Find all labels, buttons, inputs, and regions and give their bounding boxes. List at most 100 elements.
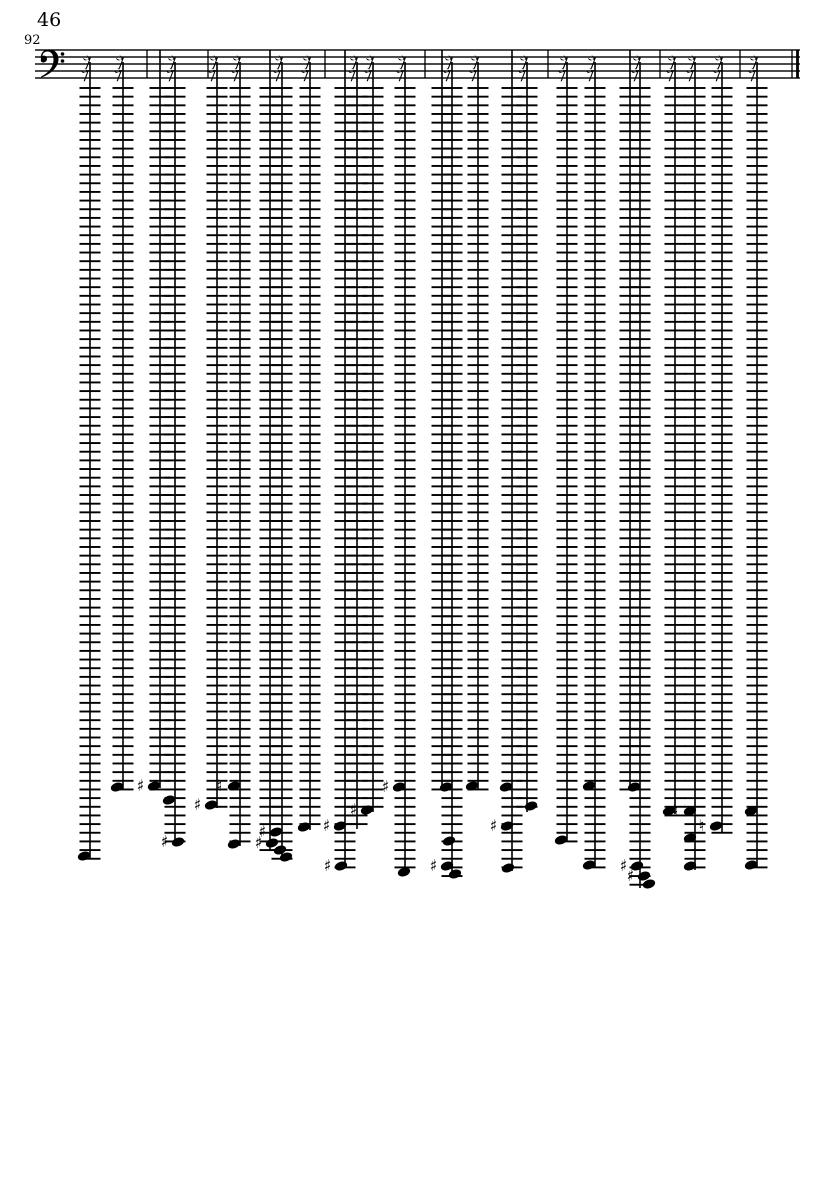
- ledger-line: [394, 623, 416, 626]
- ledger-line: [334, 779, 356, 782]
- ledger-line: [79, 693, 101, 696]
- ledger-line: [334, 615, 356, 618]
- ledger-line: [516, 563, 538, 566]
- ledger-line: [516, 139, 538, 141]
- ledger-line: [112, 416, 134, 419]
- staff-line: [35, 56, 800, 58]
- eighth-rest-icon: [398, 55, 406, 69]
- ledger-line: [684, 762, 706, 765]
- ledger-line: [164, 597, 186, 600]
- ledger-line: [112, 701, 134, 704]
- ledger-line: [299, 762, 321, 765]
- measure-number: 92: [24, 33, 41, 48]
- ledger-line: [441, 381, 463, 384]
- ledger-line: [206, 771, 228, 774]
- ledger-line: [299, 814, 321, 817]
- ledger-line: [112, 113, 134, 115]
- ledger-line: [584, 225, 606, 228]
- ledger-line: [556, 736, 578, 739]
- ledger-line: [271, 788, 293, 791]
- ledger-line: [629, 667, 651, 670]
- ledger-line: [394, 528, 416, 531]
- ledger-line: [441, 528, 463, 531]
- ledger-line: [684, 164, 706, 167]
- ledger-line: [271, 719, 293, 722]
- ledger-line: [164, 615, 186, 618]
- ledger-line: [711, 494, 733, 496]
- ledger-line: [229, 433, 251, 436]
- ledger-line: [164, 554, 186, 557]
- eighth-rest-icon: [83, 55, 91, 69]
- ledger-line: [112, 442, 134, 445]
- ledger-line: [206, 779, 228, 782]
- ledger-line: [149, 494, 171, 496]
- ledger-line: [299, 442, 321, 445]
- ledger-line: [711, 641, 733, 644]
- ledger-line: [229, 216, 251, 219]
- ledger-line: [79, 779, 101, 782]
- ledger-line: [501, 675, 523, 678]
- ledger-line: [711, 572, 733, 574]
- ledger-line: [664, 563, 686, 566]
- ledger-line: [584, 338, 606, 341]
- ledger-line: [584, 684, 606, 687]
- ledger-line: [362, 649, 384, 652]
- ledger-line: [149, 563, 171, 566]
- ledger-line: [467, 468, 489, 470]
- ledger-line: [206, 303, 228, 306]
- ledger-line: [629, 615, 651, 618]
- ledger-line: [556, 242, 578, 245]
- ledger-line: [112, 727, 134, 730]
- eighth-rest-icon: [715, 55, 723, 69]
- ledger-line: [149, 753, 171, 756]
- ledger-line: [271, 338, 293, 341]
- ledger-line: [556, 684, 578, 687]
- ledger-line: [229, 268, 251, 271]
- ledger-line: [271, 745, 293, 748]
- ledger-line: [684, 251, 706, 254]
- ledger-line: [206, 623, 228, 626]
- ledger-line: [516, 736, 538, 739]
- ledger-line: [164, 693, 186, 696]
- ledger-line: [684, 623, 706, 626]
- ledger-line: [271, 442, 293, 445]
- ledger-line: [467, 147, 489, 150]
- ledger-line: [556, 390, 578, 393]
- ledger-line: [149, 268, 171, 271]
- ledger-line: [664, 502, 686, 505]
- ledger-line: [467, 424, 489, 427]
- ledger-line: [229, 641, 251, 644]
- ledger-line: [684, 684, 706, 687]
- ledger-line: [164, 139, 186, 141]
- ledger-line: [746, 762, 768, 765]
- ledger-line: [501, 390, 523, 393]
- ledger-line: [516, 121, 538, 124]
- ledger-line: [516, 372, 538, 375]
- ledger-line: [164, 476, 186, 479]
- ledger-line: [441, 208, 463, 211]
- ledger-line: [584, 346, 606, 349]
- ledger-line: [684, 468, 706, 470]
- ledger-line: [556, 797, 578, 800]
- ledger-line: [79, 710, 101, 713]
- ledger-line: [206, 130, 228, 133]
- ledger-line: [334, 502, 356, 505]
- ledger-line: [164, 494, 186, 496]
- ledger-line: [79, 190, 101, 193]
- ledger-line: [441, 338, 463, 341]
- ledger-line: [206, 494, 228, 496]
- ledger-line: [271, 641, 293, 644]
- ledger-line: [501, 597, 523, 600]
- ledger-line: [629, 303, 651, 306]
- ledger-line: [556, 104, 578, 107]
- ledger-line: [441, 814, 463, 817]
- ledger-line: [629, 528, 651, 531]
- ledger-line: [259, 156, 281, 159]
- ledger-line: [467, 164, 489, 167]
- ledger-line: [112, 693, 134, 696]
- ledger-line: [229, 104, 251, 107]
- ledger-line: [112, 381, 134, 384]
- ledger-line: [711, 234, 733, 237]
- ledger-line: [441, 450, 463, 453]
- ledger-line: [229, 424, 251, 427]
